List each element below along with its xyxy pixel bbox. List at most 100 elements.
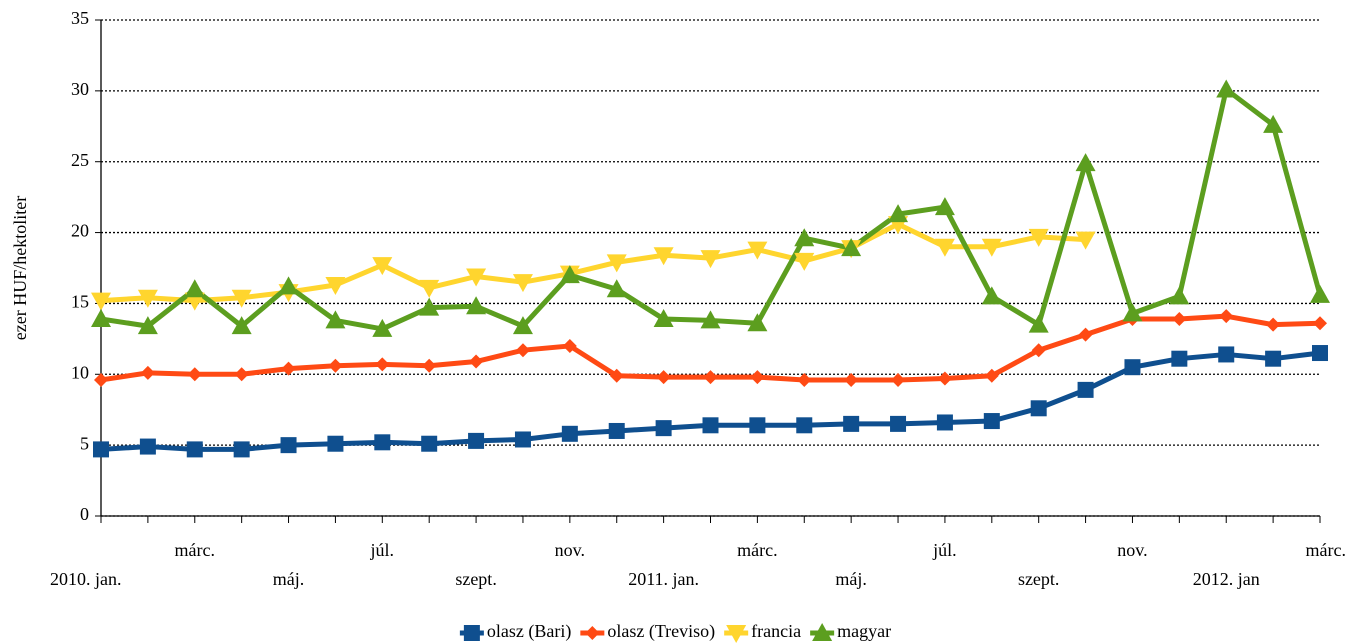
data-point — [91, 309, 111, 328]
data-point — [419, 297, 440, 316]
x-tick-label: júl. — [932, 540, 957, 560]
data-point — [94, 372, 108, 387]
data-point — [372, 257, 393, 276]
x-tick-label: máj. — [835, 569, 867, 589]
data-point — [934, 238, 955, 257]
data-point — [606, 279, 627, 298]
data-point — [981, 238, 1002, 257]
data-point — [983, 413, 1000, 430]
data-point — [512, 274, 533, 293]
data-point — [1219, 309, 1234, 324]
x-tick-label: márc. — [737, 540, 777, 560]
data-point — [936, 414, 953, 431]
data-point — [1030, 400, 1047, 417]
legend-marker — [463, 625, 480, 641]
data-point — [514, 431, 531, 448]
data-point — [841, 238, 862, 257]
data-point — [280, 437, 297, 454]
y-tick-label: 5 — [80, 433, 89, 453]
data-point — [1263, 114, 1284, 133]
data-point — [1312, 345, 1328, 362]
series-line — [100, 221, 1086, 304]
data-point — [561, 425, 578, 442]
data-point — [797, 372, 812, 387]
data-point — [374, 434, 391, 451]
data-point — [1028, 314, 1049, 333]
x-tick-label: júl. — [370, 540, 395, 560]
data-point — [468, 432, 485, 449]
data-point — [234, 367, 249, 382]
x-tick-label: 2011. jan. — [628, 569, 699, 589]
y-tick-label: 10 — [71, 362, 89, 382]
data-point — [981, 286, 1002, 305]
data-point — [422, 358, 437, 373]
data-point — [794, 228, 815, 247]
data-point — [372, 318, 393, 337]
x-tick-label: márc. — [1306, 540, 1346, 560]
legend-marker — [812, 623, 833, 641]
data-point — [984, 368, 999, 383]
data-point — [844, 372, 859, 387]
legend-label: olasz (Treviso) — [607, 621, 715, 642]
data-point — [1028, 228, 1049, 247]
data-point — [233, 441, 250, 458]
data-point — [562, 338, 577, 353]
x-tick-label: nov. — [1117, 540, 1147, 560]
data-point — [796, 417, 813, 434]
y-tick-label: 0 — [80, 504, 89, 524]
data-point — [419, 279, 440, 298]
data-point — [139, 438, 156, 455]
data-point — [890, 415, 907, 432]
data-point — [1172, 312, 1187, 327]
y-tick-label: 15 — [71, 292, 89, 312]
legend-marker — [585, 626, 600, 640]
y-axis-label: ezer HUF/hektoliter — [10, 196, 30, 340]
data-point — [656, 370, 671, 385]
data-point — [375, 357, 390, 372]
data-point — [187, 367, 202, 382]
data-point — [1313, 316, 1327, 331]
data-point — [186, 441, 203, 458]
data-point — [747, 241, 768, 260]
y-tick-label: 30 — [71, 79, 89, 99]
data-point — [137, 289, 158, 308]
data-point — [653, 309, 674, 328]
data-point — [1075, 231, 1096, 250]
data-point — [327, 435, 344, 452]
data-point — [608, 422, 625, 439]
data-point — [512, 316, 533, 335]
data-point — [137, 316, 158, 335]
data-point — [703, 370, 718, 385]
data-point — [1265, 350, 1282, 367]
data-point — [750, 370, 765, 385]
data-point — [91, 292, 111, 311]
data-point — [93, 441, 109, 458]
data-point — [515, 343, 530, 358]
data-point — [700, 250, 721, 269]
data-point — [937, 371, 952, 386]
data-point — [231, 316, 252, 335]
y-tick-label: 35 — [71, 8, 89, 28]
y-tick-label: 20 — [71, 221, 89, 241]
data-point — [891, 372, 906, 387]
data-point — [1216, 79, 1237, 98]
x-tick-label: nov. — [555, 540, 585, 560]
data-point — [421, 435, 438, 452]
data-point — [278, 276, 299, 295]
data-point — [469, 354, 484, 369]
data-point — [184, 279, 205, 298]
data-point — [466, 268, 487, 287]
x-tick-label: 2010. jan. — [50, 569, 122, 589]
data-point — [653, 247, 674, 266]
x-tick-label: szept. — [455, 569, 496, 589]
data-point — [1171, 350, 1188, 367]
data-point — [655, 420, 672, 437]
data-point — [934, 197, 955, 216]
data-point — [1266, 317, 1281, 332]
legend-label: francia — [751, 621, 801, 641]
x-tick-label: 2012. jan — [1193, 569, 1260, 589]
data-point — [700, 310, 721, 329]
data-point — [843, 415, 860, 432]
